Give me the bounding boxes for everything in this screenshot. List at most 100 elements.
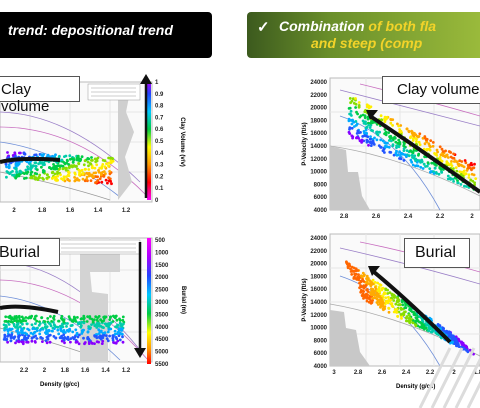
scatter-point bbox=[14, 341, 17, 345]
scatter-point bbox=[84, 167, 87, 171]
scatter-point bbox=[454, 337, 458, 341]
scatter-point bbox=[458, 159, 462, 163]
scatter-point bbox=[383, 115, 387, 119]
scatter-point bbox=[118, 338, 122, 342]
scatter-point bbox=[360, 138, 364, 142]
scatter-point bbox=[86, 160, 90, 164]
scatter-point bbox=[75, 331, 79, 335]
scatter-point bbox=[438, 145, 442, 149]
scatter-point bbox=[20, 327, 23, 331]
scatter-point bbox=[395, 146, 398, 149]
scatter-point bbox=[381, 139, 385, 143]
scatter-point bbox=[121, 340, 125, 344]
scatter-point bbox=[348, 97, 352, 100]
scatter-point bbox=[384, 288, 388, 292]
scatter-point bbox=[403, 306, 407, 310]
scatter-point bbox=[108, 318, 112, 321]
scatter-point bbox=[112, 341, 115, 344]
scatter-point bbox=[417, 140, 421, 144]
scatter-point bbox=[121, 335, 124, 339]
scatter-point bbox=[100, 342, 104, 345]
scatter-point bbox=[80, 332, 84, 335]
scatter-point bbox=[52, 335, 56, 338]
scatter-point bbox=[359, 284, 362, 288]
scatter-point bbox=[371, 139, 375, 143]
legend-box bbox=[87, 83, 141, 101]
scatter-point bbox=[71, 336, 75, 339]
scatter-point bbox=[362, 280, 366, 283]
scatter-point bbox=[115, 318, 119, 322]
scatter-point bbox=[359, 279, 363, 283]
scatter-point bbox=[60, 177, 63, 180]
scatter-point bbox=[116, 332, 119, 335]
x-tick-label: 1.8 bbox=[474, 370, 480, 376]
scatter-point bbox=[465, 345, 468, 349]
scatter-point bbox=[65, 158, 69, 162]
scatter-point bbox=[371, 121, 374, 125]
scatter-point bbox=[45, 173, 49, 177]
scatter-point bbox=[365, 274, 369, 278]
x-axis-label: Density (g/cc) bbox=[40, 382, 79, 388]
scatter-point bbox=[16, 324, 19, 328]
scatter-point bbox=[386, 141, 389, 145]
scatter-point bbox=[34, 177, 37, 181]
scatter-point bbox=[371, 293, 375, 297]
scatter-point bbox=[111, 338, 115, 342]
scatter-point bbox=[440, 336, 443, 340]
scatter-point bbox=[85, 171, 89, 175]
scatter-point bbox=[95, 318, 99, 322]
scatter-point bbox=[80, 168, 84, 172]
scatter-point bbox=[396, 141, 400, 145]
right-title-banner: ✓ Combination of both fla and steep (com… bbox=[247, 12, 480, 58]
y-tick-label: 22000 bbox=[310, 249, 327, 255]
scatter-point bbox=[355, 278, 359, 281]
scatter-point bbox=[444, 149, 447, 153]
y-tick-label: 12000 bbox=[310, 313, 327, 319]
scatter-point bbox=[400, 300, 404, 304]
scatter-point bbox=[390, 302, 394, 305]
scatter-point bbox=[56, 174, 59, 178]
scatter-point bbox=[351, 97, 355, 101]
scatter-point bbox=[396, 122, 399, 126]
scatter-point bbox=[9, 320, 13, 323]
scatter-point bbox=[382, 301, 385, 305]
scatter-point bbox=[427, 147, 431, 151]
scatter-point bbox=[101, 332, 105, 335]
scatter-point bbox=[118, 321, 122, 325]
scatter-point bbox=[23, 334, 27, 338]
scatter-point bbox=[422, 162, 426, 166]
scatter-point bbox=[354, 97, 357, 100]
scatter-point bbox=[353, 272, 356, 276]
scatter-point bbox=[82, 321, 86, 325]
check-icon: ✓ bbox=[257, 19, 270, 36]
scatter-point bbox=[52, 323, 56, 327]
x-tick-label: 1.6 bbox=[81, 368, 90, 374]
scatter-point bbox=[409, 309, 413, 313]
scatter-point bbox=[361, 119, 365, 123]
scatter-point bbox=[410, 131, 414, 135]
y-tick-label: 10000 bbox=[310, 326, 327, 332]
colorbar-tick: 5000 bbox=[155, 350, 169, 356]
scatter-point bbox=[51, 326, 55, 330]
scatter-point bbox=[397, 124, 400, 128]
colorbar-tick: 0.9 bbox=[155, 92, 164, 98]
scatter-point bbox=[433, 166, 437, 170]
y-tick-label: 20000 bbox=[310, 106, 327, 112]
scatter-point bbox=[375, 295, 379, 298]
scatter-point bbox=[106, 181, 109, 185]
scatter-point bbox=[387, 131, 390, 135]
scatter-point bbox=[445, 154, 448, 157]
scatter-point bbox=[346, 266, 350, 270]
scatter-point bbox=[384, 299, 388, 303]
scatter-point bbox=[388, 291, 392, 294]
scatter-point bbox=[18, 325, 22, 329]
scatter-point bbox=[451, 177, 455, 181]
scatter-point bbox=[425, 148, 429, 152]
scatter-point bbox=[352, 276, 356, 279]
scatter-point bbox=[470, 168, 473, 172]
scatter-point bbox=[424, 326, 428, 330]
scatter-point bbox=[350, 273, 354, 276]
scatter-point bbox=[104, 178, 108, 182]
scatter-point bbox=[407, 313, 411, 317]
y-tick-label: 10000 bbox=[310, 170, 327, 176]
